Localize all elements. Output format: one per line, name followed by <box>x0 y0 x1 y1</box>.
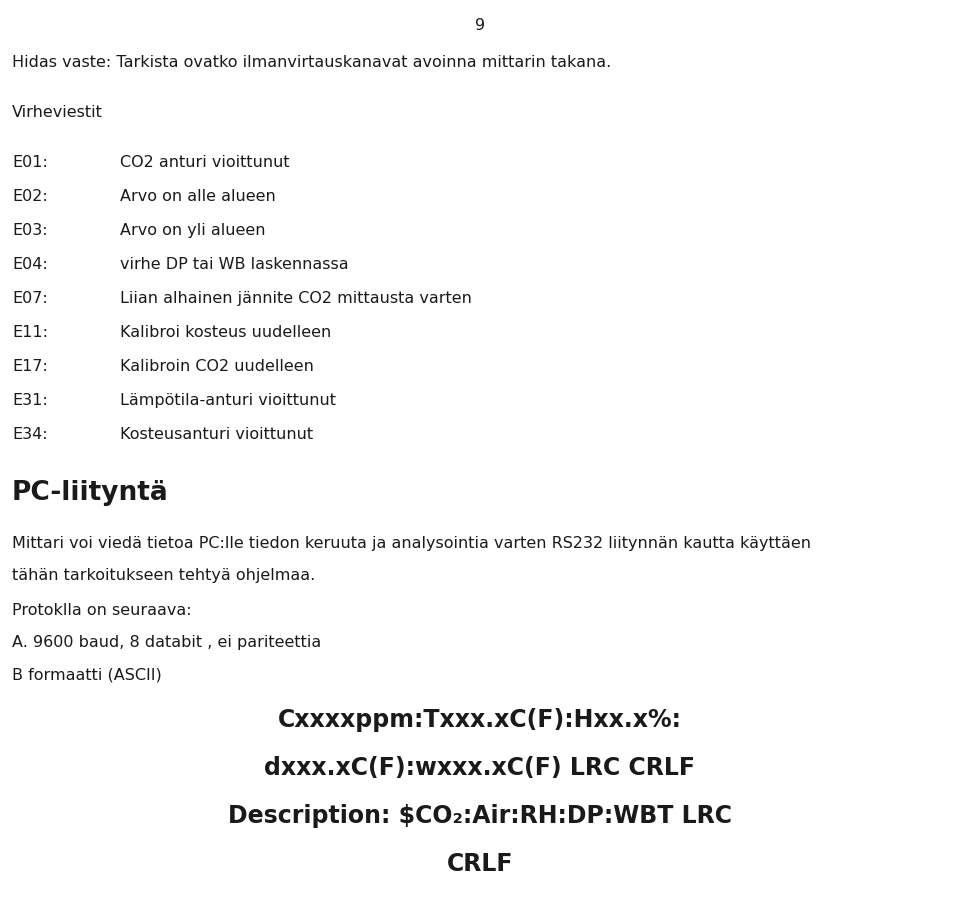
Text: CO2 anturi vioittunut: CO2 anturi vioittunut <box>120 155 290 170</box>
Text: E01:: E01: <box>12 155 48 170</box>
Text: tähän tarkoitukseen tehtyä ohjelmaa.: tähän tarkoitukseen tehtyä ohjelmaa. <box>12 567 315 583</box>
Text: E07:: E07: <box>12 290 48 306</box>
Text: virhe DP tai WB laskennassa: virhe DP tai WB laskennassa <box>120 257 348 272</box>
Text: Liian alhainen jännite CO2 mittausta varten: Liian alhainen jännite CO2 mittausta var… <box>120 290 472 306</box>
Text: E31:: E31: <box>12 392 48 408</box>
Text: dxxx.xC(F):wxxx.xC(F) LRC CRLF: dxxx.xC(F):wxxx.xC(F) LRC CRLF <box>265 755 695 779</box>
Text: E02:: E02: <box>12 189 48 204</box>
Text: PC-liityntä: PC-liityntä <box>12 480 169 505</box>
Text: Description: $CO₂:Air:RH:DP:WBT LRC: Description: $CO₂:Air:RH:DP:WBT LRC <box>228 803 732 827</box>
Text: Virheviestit: Virheviestit <box>12 105 103 120</box>
Text: E11:: E11: <box>12 325 48 340</box>
Text: Cxxxxppm:Txxx.xC(F):Hxx.x%:: Cxxxxppm:Txxx.xC(F):Hxx.x%: <box>278 707 682 732</box>
Text: Kalibroin CO2 uudelleen: Kalibroin CO2 uudelleen <box>120 359 314 373</box>
Text: E34:: E34: <box>12 427 48 441</box>
Text: Arvo on alle alueen: Arvo on alle alueen <box>120 189 276 204</box>
Text: E03:: E03: <box>12 223 48 238</box>
Text: CRLF: CRLF <box>446 851 514 875</box>
Text: A. 9600 baud, 8 databit , ei pariteettia: A. 9600 baud, 8 databit , ei pariteettia <box>12 634 322 649</box>
Text: E04:: E04: <box>12 257 48 272</box>
Text: Arvo on yli alueen: Arvo on yli alueen <box>120 223 266 238</box>
Text: Lämpötila-anturi vioittunut: Lämpötila-anturi vioittunut <box>120 392 336 408</box>
Text: B formaatti (ASCII): B formaatti (ASCII) <box>12 667 161 681</box>
Text: 9: 9 <box>475 18 485 33</box>
Text: Hidas vaste: Tarkista ovatko ilmanvirtauskanavat avoinna mittarin takana.: Hidas vaste: Tarkista ovatko ilmanvirtau… <box>12 55 612 70</box>
Text: Kosteusanturi vioittunut: Kosteusanturi vioittunut <box>120 427 313 441</box>
Text: Protoklla on seuraava:: Protoklla on seuraava: <box>12 603 192 617</box>
Text: E17:: E17: <box>12 359 48 373</box>
Text: Mittari voi viedä tietoa PC:lle tiedon keruuta ja analysointia varten RS232 liit: Mittari voi viedä tietoa PC:lle tiedon k… <box>12 536 811 550</box>
Text: Kalibroi kosteus uudelleen: Kalibroi kosteus uudelleen <box>120 325 331 340</box>
